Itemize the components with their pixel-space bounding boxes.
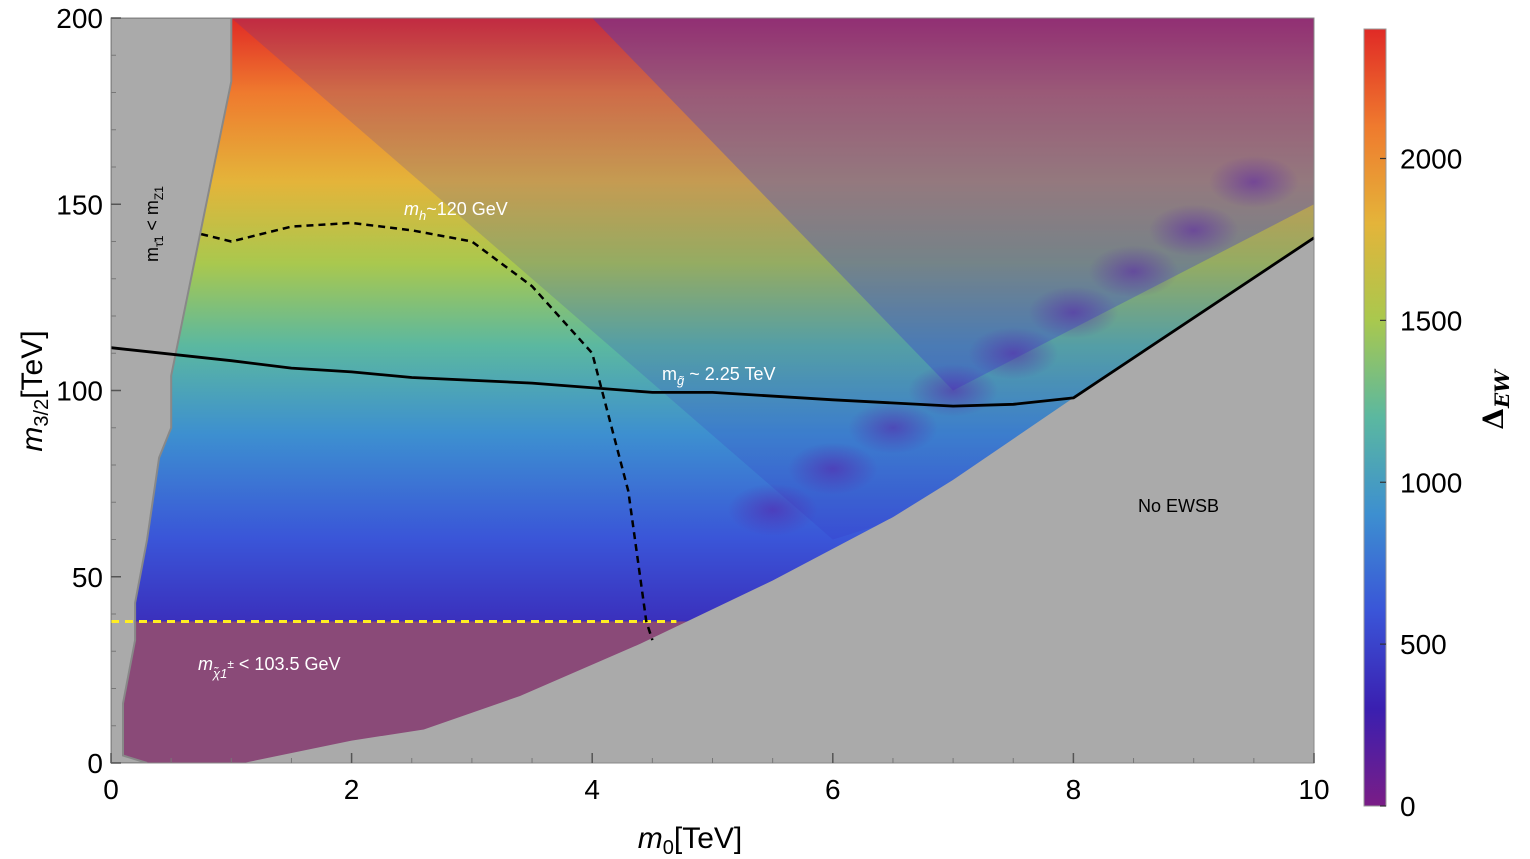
stau-label: mτ̃1 < mZ1 xyxy=(142,186,166,262)
y-tick-label: 50 xyxy=(72,562,103,593)
y-tick-label: 200 xyxy=(56,3,103,34)
colorbar: 0 500 1000 1500 2000 xyxy=(1363,28,1462,822)
colorbar-tick-label: 1500 xyxy=(1400,305,1462,336)
valley-spot xyxy=(1028,286,1119,339)
valley-spot xyxy=(727,483,818,536)
overlay: mh~120 GeV mg̃ ~ 2.25 TeV mχ̃1± < 103.5 Ge… xyxy=(110,186,1315,681)
x-tick-label: 8 xyxy=(1066,774,1082,805)
chargino-label: mχ̃1± < 103.5 GeV xyxy=(198,654,341,681)
colorbar-label: ΔEW xyxy=(1477,368,1514,430)
colorbar-tick-label: 2000 xyxy=(1400,144,1462,175)
valley-spot xyxy=(908,364,999,417)
colorbar-tick-label: 500 xyxy=(1400,629,1447,660)
x-tick-label: 4 xyxy=(584,774,600,805)
y-axis-label: m3/2[TeV] xyxy=(16,330,53,451)
plot-area xyxy=(111,18,1314,763)
y-tick-label: 150 xyxy=(56,189,103,220)
x-tick-label: 2 xyxy=(344,774,360,805)
y-tick-label: 0 xyxy=(87,748,103,779)
gluino-label: mg̃ ~ 2.25 TeV xyxy=(662,364,775,388)
heatmap-diagonal-shade xyxy=(231,18,1314,540)
x-axis-label: m0[TeV] xyxy=(638,822,743,859)
valley-spot xyxy=(968,327,1059,380)
valley-spot xyxy=(1088,245,1179,298)
higgs-mass-contour xyxy=(200,221,654,641)
valley-spot xyxy=(787,442,878,495)
colorbar-tick-label: 1000 xyxy=(1400,467,1462,498)
gluino-mass-contour xyxy=(110,236,1315,408)
x-tick-label: 6 xyxy=(825,774,841,805)
colorbar-gradient xyxy=(1363,28,1387,807)
higgs-label: mh~120 GeV xyxy=(404,199,508,223)
heatmap-diagonal-shade-2 xyxy=(592,18,1314,391)
y-tick-label: 100 xyxy=(56,376,103,407)
no-ewsb-label: No EWSB xyxy=(1138,496,1219,516)
x-axis-unit: [TeV] xyxy=(674,822,742,855)
valley-spot xyxy=(847,401,938,454)
valley-spot xyxy=(1208,155,1299,208)
x-tick-label: 10 xyxy=(1298,774,1329,805)
colorbar-tick-label: 0 xyxy=(1400,791,1416,822)
no-ewsb-region xyxy=(243,237,1314,763)
valley-spot xyxy=(1148,204,1239,257)
stau-lsp-region xyxy=(111,18,233,763)
x-tick-label: 0 xyxy=(103,774,119,805)
